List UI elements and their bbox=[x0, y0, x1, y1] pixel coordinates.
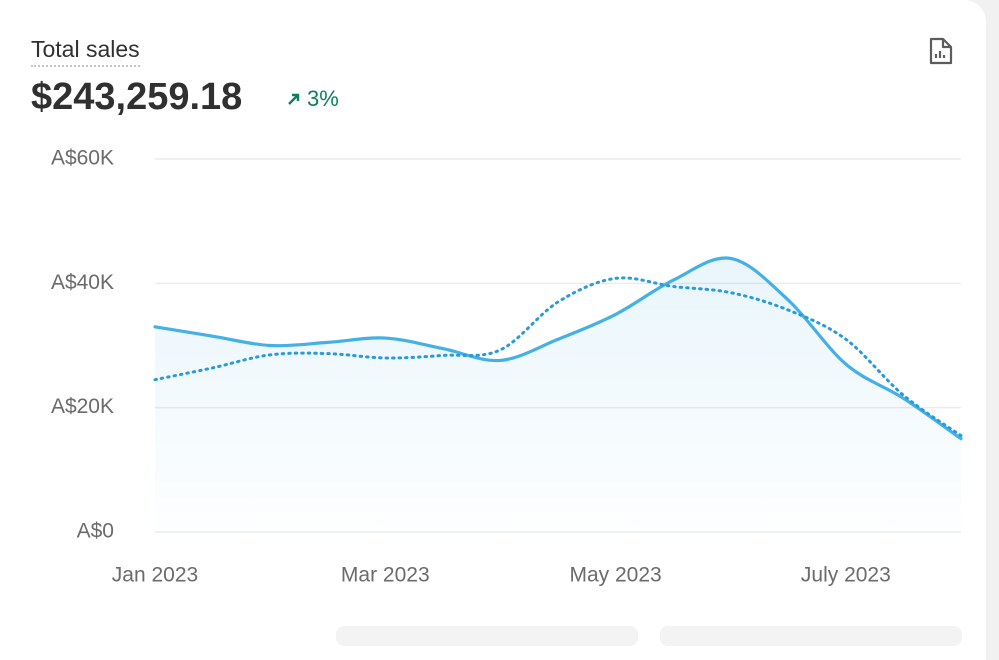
x-tick-label: May 2023 bbox=[569, 564, 661, 587]
arrow-icon bbox=[288, 93, 300, 105]
sales-line bbox=[153, 256, 963, 441]
y-tick-label: A$60K bbox=[51, 147, 114, 170]
change-value: 3% bbox=[307, 86, 339, 111]
y-tick-label: A$40K bbox=[51, 271, 114, 294]
report-icon[interactable] bbox=[928, 36, 954, 66]
x-tick-label: Jan 2023 bbox=[112, 564, 198, 587]
area bbox=[155, 258, 961, 532]
card-title[interactable]: Total sales bbox=[31, 36, 140, 67]
x-tick-label: July 2023 bbox=[801, 564, 891, 587]
y-tick-label: A$20K bbox=[51, 395, 114, 418]
x-tick-label: Mar 2023 bbox=[341, 564, 430, 587]
y-tick-label: A$0 bbox=[77, 520, 114, 543]
comparison-line bbox=[153, 276, 963, 438]
chart: A$0 A$20K A$40K A$60K Jan 2023 Mar 2023 May 20… bbox=[51, 147, 963, 587]
total-value: $243,259.18 bbox=[31, 76, 243, 118]
